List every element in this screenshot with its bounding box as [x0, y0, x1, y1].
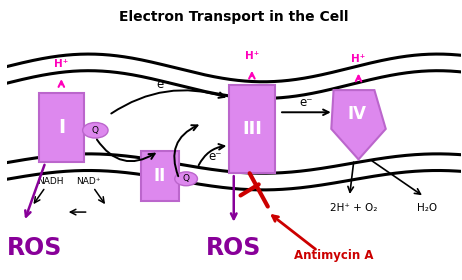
Text: Electron Transport in the Cell: Electron Transport in the Cell: [119, 10, 348, 24]
Circle shape: [175, 172, 197, 186]
FancyBboxPatch shape: [39, 93, 84, 162]
FancyBboxPatch shape: [141, 151, 179, 201]
Polygon shape: [331, 90, 386, 159]
Circle shape: [83, 123, 108, 138]
Text: ROS: ROS: [7, 236, 63, 260]
Text: ROS: ROS: [206, 236, 261, 260]
Text: Antimycin A: Antimycin A: [294, 249, 373, 262]
Text: H⁺: H⁺: [54, 59, 68, 69]
Text: Q: Q: [92, 126, 99, 135]
Text: e⁻: e⁻: [157, 78, 170, 91]
Text: Q: Q: [182, 174, 189, 183]
Text: e⁻: e⁻: [209, 150, 222, 163]
Text: I: I: [58, 118, 65, 137]
Text: NAD⁺: NAD⁺: [76, 177, 101, 186]
FancyBboxPatch shape: [229, 85, 274, 173]
Text: e⁻: e⁻: [299, 96, 313, 109]
Text: 2H⁺ + O₂: 2H⁺ + O₂: [330, 203, 377, 213]
Text: III: III: [242, 120, 262, 138]
Text: H⁺: H⁺: [245, 51, 259, 61]
Text: H₂O: H₂O: [417, 203, 437, 213]
Text: IV: IV: [347, 105, 366, 123]
Text: NADH: NADH: [37, 177, 63, 186]
Text: II: II: [154, 167, 166, 185]
Text: H⁺: H⁺: [352, 54, 365, 64]
